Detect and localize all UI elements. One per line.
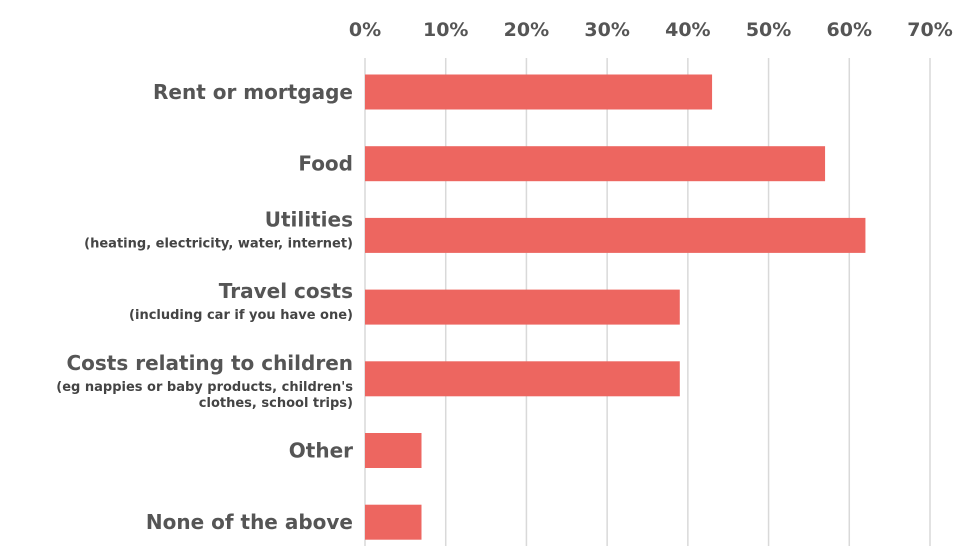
x-tick-label: 60% [827,19,872,41]
category-sublabel: (eg nappies or baby products, children's [56,380,353,395]
bar [365,504,422,540]
bar [365,433,422,468]
bar [365,289,680,325]
category-label: Utilities [265,207,353,231]
bar [365,361,680,397]
bar [365,146,826,182]
category-label: Rent or mortgage [153,80,353,104]
x-axis-tick-labels: 0% 10% 20% 30% 40% 50% 60% 70% [349,19,953,41]
x-tick-label: 70% [907,19,952,41]
category-label: Costs relating to children [66,351,353,375]
x-tick-label: 10% [423,19,468,41]
category-label: Food [298,152,353,176]
bars [365,74,866,540]
category-labels: Rent or mortgage Food Utilities (heating, e… [56,80,353,534]
category-label: Other [289,439,353,463]
x-tick-label: 50% [746,19,791,41]
x-tick-label: 20% [504,19,549,41]
x-tick-label: 40% [665,19,710,41]
bar [365,217,866,253]
bar [365,74,713,110]
category-sublabel: (heating, electricity, water, internet) [84,236,353,251]
category-label: None of the above [146,510,353,534]
x-tick-label: 0% [349,19,381,41]
category-sublabel: (including car if you have one) [129,308,353,323]
category-label: Travel costs [219,279,353,303]
x-tick-label: 30% [584,19,629,41]
category-sublabel: clothes, school trips) [199,396,353,411]
